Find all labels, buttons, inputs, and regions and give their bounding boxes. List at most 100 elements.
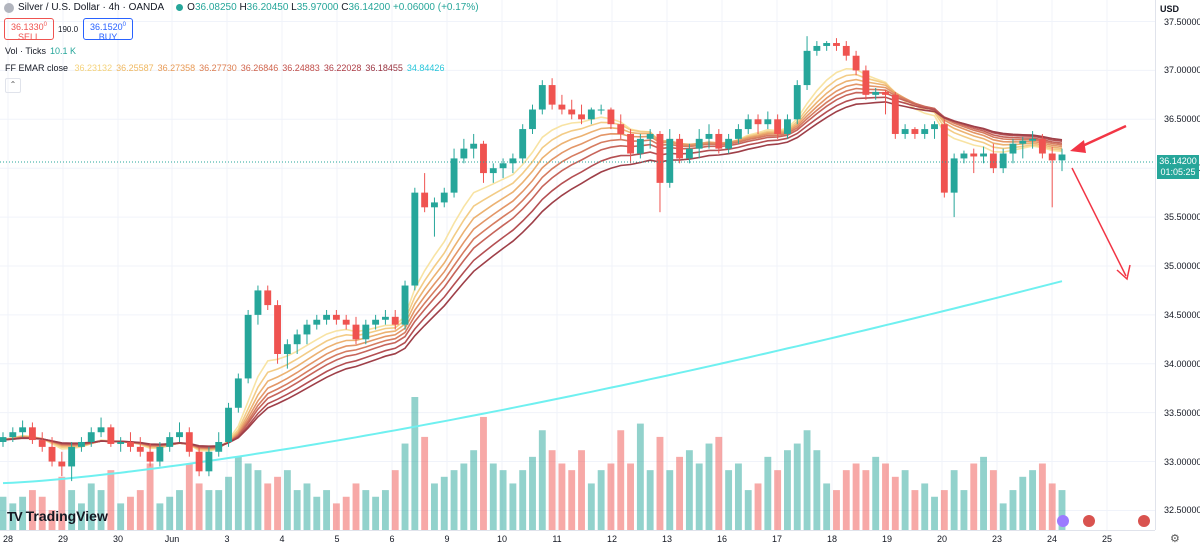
volume-bar <box>901 470 909 530</box>
candle-body <box>68 446 76 467</box>
candle-body <box>421 192 429 208</box>
candle-body <box>215 441 223 452</box>
price-tick: 35.00000 <box>1164 260 1200 271</box>
candle-body <box>332 314 340 320</box>
volume-bar <box>78 503 85 530</box>
time-tick: 18 <box>826 534 838 544</box>
buy-button[interactable]: 36.15200 BUY <box>83 18 133 42</box>
volume-bar <box>725 470 733 530</box>
volume-bar <box>254 470 262 530</box>
settings-gear-icon[interactable]: ⚙ <box>1170 533 1180 545</box>
time-tick: 11 <box>552 534 562 544</box>
volume-bars <box>0 397 1066 530</box>
us-flag-event-icon-2[interactable] <box>1138 515 1150 527</box>
candle-body <box>872 91 880 95</box>
ema-long-line <box>2 280 1063 485</box>
time-tick: 24 <box>1046 534 1058 544</box>
candle-body <box>587 109 595 120</box>
candle-body <box>970 153 978 157</box>
time-tick: 17 <box>771 534 783 544</box>
price-tick: 35.50000 <box>1164 212 1200 223</box>
volume-bar <box>97 490 105 530</box>
volume-bar <box>19 496 27 530</box>
volume-bar <box>274 476 281 530</box>
time-tick: Jun <box>164 534 180 544</box>
candle-body <box>980 153 987 157</box>
candle-body <box>989 153 997 169</box>
candle-body <box>352 324 360 340</box>
candle-body <box>793 85 801 120</box>
volume-bar <box>1058 490 1066 530</box>
tradingview-logo: TV TradingView <box>7 508 108 524</box>
volume-bar <box>970 463 978 530</box>
ema-legend-value: 36.25587 <box>116 63 154 73</box>
time-axis[interactable] <box>0 530 1155 548</box>
volume-bar <box>431 483 438 530</box>
last-price-tag: 36.14200 01:05:25 <box>1157 155 1199 179</box>
candle-body <box>607 109 615 125</box>
volume-bar <box>519 470 527 530</box>
volume-bar <box>627 463 634 530</box>
volume-legend[interactable]: Vol · Ticks 10.1 K <box>5 46 77 56</box>
volume-bar <box>401 443 409 530</box>
volume-bar <box>293 490 301 530</box>
volume-bar <box>656 436 664 530</box>
candle-body <box>264 290 272 306</box>
spread-value: 190.0 <box>58 25 79 34</box>
collapse-legend-button[interactable]: ⌃ <box>5 78 21 93</box>
flash-event-icon[interactable] <box>1057 515 1069 527</box>
volume-bar <box>48 510 56 530</box>
volume-bar <box>185 463 193 530</box>
time-tick: 28 <box>2 534 14 544</box>
volume-bar <box>0 496 7 530</box>
volume-bar <box>921 483 929 530</box>
sell-button[interactable]: 36.13300 SELL <box>4 18 54 42</box>
currency-label[interactable]: USD <box>1160 4 1180 14</box>
candle-body <box>372 319 380 325</box>
price-axis[interactable] <box>1155 0 1200 530</box>
ema-legend-value: 36.27358 <box>157 63 196 73</box>
volume-bar <box>911 490 919 530</box>
candle-body <box>882 91 889 95</box>
candle-body <box>519 129 527 159</box>
candle-body <box>833 43 840 46</box>
volume-bar <box>617 430 625 530</box>
candle-body <box>685 148 693 159</box>
volume-bar <box>176 490 183 530</box>
volume-bar <box>205 490 213 530</box>
time-tick: 4 <box>279 534 285 544</box>
volume-bar <box>754 483 762 530</box>
candle-body <box>842 45 850 56</box>
candle-body <box>460 148 468 159</box>
candle-body <box>78 441 85 447</box>
candle-body <box>764 119 772 125</box>
candle-body <box>313 319 321 325</box>
time-tick: 25 <box>1101 534 1113 544</box>
volume-bar <box>440 476 448 530</box>
volume-bar <box>529 456 536 530</box>
price-chart[interactable] <box>0 0 1155 530</box>
us-flag-event-icon[interactable] <box>1083 515 1095 527</box>
volume-bar <box>833 490 840 530</box>
time-tick: 19 <box>881 534 893 544</box>
candle-body <box>274 305 281 354</box>
time-tick: 20 <box>936 534 948 544</box>
volume-bar <box>842 470 850 530</box>
ema-legend-value: 36.27730 <box>199 63 237 73</box>
time-tick: 9 <box>444 534 450 544</box>
volume-bar <box>450 470 458 530</box>
candle-body <box>627 133 634 154</box>
price-tick: 32.50000 <box>1164 505 1200 516</box>
candle-body <box>401 285 409 325</box>
volume-bar <box>940 490 948 530</box>
grid-lines <box>0 0 1155 530</box>
volume-bar <box>685 450 693 530</box>
volume-bar <box>891 476 899 530</box>
candle-body <box>1009 143 1017 154</box>
candle-body <box>950 158 958 193</box>
volume-bar <box>136 490 144 530</box>
ema-legend[interactable]: FF EMAR close 36.23132 36.25587 36.27358 36… <box>5 63 445 73</box>
symbol-title[interactable]: Silver / U.S. Dollar · 4h · OANDA <box>18 2 165 13</box>
price-tick: 37.50000 <box>1164 16 1200 27</box>
candle-body <box>58 461 66 467</box>
